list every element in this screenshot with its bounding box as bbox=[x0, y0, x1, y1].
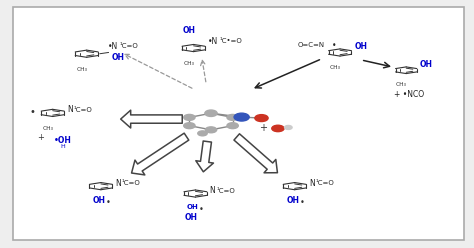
Circle shape bbox=[184, 114, 195, 120]
Text: ¹C=O: ¹C=O bbox=[316, 180, 334, 186]
Text: •N: •N bbox=[108, 42, 118, 51]
Text: N: N bbox=[67, 105, 73, 114]
Text: •: • bbox=[300, 198, 304, 207]
Text: +: + bbox=[37, 133, 44, 142]
Text: CH₃: CH₃ bbox=[396, 82, 407, 87]
Text: •N: •N bbox=[208, 37, 218, 46]
Circle shape bbox=[227, 114, 238, 120]
Text: N: N bbox=[309, 179, 315, 188]
Circle shape bbox=[198, 131, 207, 136]
Text: OH: OH bbox=[112, 53, 125, 62]
Text: •: • bbox=[30, 107, 36, 117]
Text: •OH: •OH bbox=[54, 136, 72, 145]
Circle shape bbox=[255, 115, 268, 122]
Text: OH: OH bbox=[182, 26, 195, 34]
Circle shape bbox=[284, 125, 292, 129]
Circle shape bbox=[184, 123, 195, 129]
Text: N: N bbox=[210, 186, 215, 195]
Text: H: H bbox=[60, 144, 65, 150]
Text: OH: OH bbox=[187, 204, 199, 210]
Circle shape bbox=[205, 110, 217, 117]
Text: ¹C•=O: ¹C•=O bbox=[219, 38, 242, 44]
Text: CH₃: CH₃ bbox=[330, 65, 341, 70]
Text: CH₃: CH₃ bbox=[76, 66, 88, 71]
Text: OH: OH bbox=[286, 196, 299, 205]
Circle shape bbox=[227, 123, 238, 129]
Circle shape bbox=[205, 127, 217, 133]
Circle shape bbox=[272, 125, 284, 132]
Text: CH₃: CH₃ bbox=[183, 61, 194, 66]
Text: +: + bbox=[259, 123, 267, 133]
Text: OH: OH bbox=[184, 213, 197, 222]
Text: •: • bbox=[106, 198, 110, 207]
Text: ¹C=O: ¹C=O bbox=[122, 180, 140, 186]
Text: •: • bbox=[199, 205, 204, 214]
Text: OH: OH bbox=[419, 60, 432, 69]
Text: OH: OH bbox=[92, 196, 105, 205]
Text: + •NCO: + •NCO bbox=[394, 91, 425, 99]
Text: ¹C=O: ¹C=O bbox=[216, 187, 235, 194]
Text: ¹C=O: ¹C=O bbox=[73, 107, 92, 113]
Text: OH: OH bbox=[354, 42, 367, 51]
Text: •: • bbox=[331, 41, 336, 50]
Text: ¹C=O: ¹C=O bbox=[119, 43, 138, 49]
Text: CH₃: CH₃ bbox=[43, 126, 54, 131]
Text: N: N bbox=[115, 179, 121, 188]
Text: O=C=N: O=C=N bbox=[298, 42, 325, 48]
FancyBboxPatch shape bbox=[12, 7, 464, 240]
Circle shape bbox=[234, 113, 249, 121]
